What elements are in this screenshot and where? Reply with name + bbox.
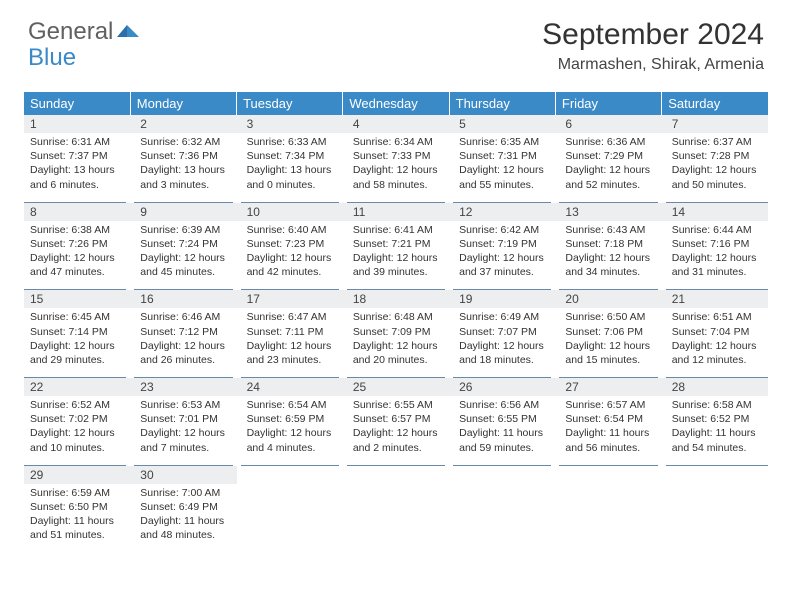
day-cell: Sunrise: 6:56 AMSunset: 6:55 PMDaylight:… xyxy=(449,396,555,465)
day-header: Thursday xyxy=(449,92,555,115)
day-cell: Sunrise: 6:34 AMSunset: 7:33 PMDaylight:… xyxy=(343,133,449,202)
day-number xyxy=(449,466,555,484)
day-number: 4 xyxy=(343,115,449,133)
day-number: 22 xyxy=(24,378,130,396)
day-number: 23 xyxy=(130,378,236,396)
day-number: 8 xyxy=(24,203,130,221)
day-number-row: 22232425262728 xyxy=(24,378,768,396)
day-cell: Sunrise: 6:58 AMSunset: 6:52 PMDaylight:… xyxy=(662,396,768,465)
day-content-row: Sunrise: 6:31 AMSunset: 7:37 PMDaylight:… xyxy=(24,133,768,202)
day-content-row: Sunrise: 6:45 AMSunset: 7:14 PMDaylight:… xyxy=(24,308,768,377)
day-number: 29 xyxy=(24,466,130,484)
day-cell: Sunrise: 6:36 AMSunset: 7:29 PMDaylight:… xyxy=(555,133,661,202)
day-number: 21 xyxy=(662,290,768,308)
day-number: 14 xyxy=(662,203,768,221)
day-cell: Sunrise: 6:47 AMSunset: 7:11 PMDaylight:… xyxy=(237,308,343,377)
day-cell: Sunrise: 6:57 AMSunset: 6:54 PMDaylight:… xyxy=(555,396,661,465)
day-number: 30 xyxy=(130,466,236,484)
day-number: 24 xyxy=(237,378,343,396)
day-cell: Sunrise: 6:59 AMSunset: 6:50 PMDaylight:… xyxy=(24,484,130,553)
day-cell: Sunrise: 7:00 AMSunset: 6:49 PMDaylight:… xyxy=(130,484,236,553)
day-number xyxy=(237,466,343,484)
day-number: 12 xyxy=(449,203,555,221)
day-cell: Sunrise: 6:32 AMSunset: 7:36 PMDaylight:… xyxy=(130,133,236,202)
day-cell: Sunrise: 6:33 AMSunset: 7:34 PMDaylight:… xyxy=(237,133,343,202)
day-number: 20 xyxy=(555,290,661,308)
day-number: 1 xyxy=(24,115,130,133)
day-number: 17 xyxy=(237,290,343,308)
header: General September 2024 Marmashen, Shirak… xyxy=(0,0,792,80)
day-number xyxy=(555,466,661,484)
day-cell: Sunrise: 6:31 AMSunset: 7:37 PMDaylight:… xyxy=(24,133,130,202)
day-number: 28 xyxy=(662,378,768,396)
day-cell: Sunrise: 6:35 AMSunset: 7:31 PMDaylight:… xyxy=(449,133,555,202)
day-content-row: Sunrise: 6:52 AMSunset: 7:02 PMDaylight:… xyxy=(24,396,768,465)
day-header: Sunday xyxy=(24,92,130,115)
day-cell: Sunrise: 6:46 AMSunset: 7:12 PMDaylight:… xyxy=(130,308,236,377)
day-header: Wednesday xyxy=(343,92,449,115)
day-cell xyxy=(555,484,661,553)
day-cell: Sunrise: 6:42 AMSunset: 7:19 PMDaylight:… xyxy=(449,221,555,290)
day-header: Monday xyxy=(130,92,236,115)
day-number: 26 xyxy=(449,378,555,396)
logo-text-general: General xyxy=(28,18,113,46)
day-header: Tuesday xyxy=(237,92,343,115)
day-number: 5 xyxy=(449,115,555,133)
day-number: 19 xyxy=(449,290,555,308)
logo: General xyxy=(28,18,141,46)
day-cell: Sunrise: 6:41 AMSunset: 7:21 PMDaylight:… xyxy=(343,221,449,290)
day-cell: Sunrise: 6:38 AMSunset: 7:26 PMDaylight:… xyxy=(24,221,130,290)
calendar-table: SundayMondayTuesdayWednesdayThursdayFrid… xyxy=(24,92,768,552)
day-number: 27 xyxy=(555,378,661,396)
day-number: 18 xyxy=(343,290,449,308)
day-number: 15 xyxy=(24,290,130,308)
day-number xyxy=(662,466,768,484)
day-number-row: 15161718192021 xyxy=(24,290,768,308)
day-number: 9 xyxy=(130,203,236,221)
day-cell: Sunrise: 6:49 AMSunset: 7:07 PMDaylight:… xyxy=(449,308,555,377)
day-number: 11 xyxy=(343,203,449,221)
day-number: 7 xyxy=(662,115,768,133)
day-header: Saturday xyxy=(662,92,768,115)
day-cell: Sunrise: 6:43 AMSunset: 7:18 PMDaylight:… xyxy=(555,221,661,290)
day-number: 10 xyxy=(237,203,343,221)
day-cell: Sunrise: 6:50 AMSunset: 7:06 PMDaylight:… xyxy=(555,308,661,377)
logo-icon xyxy=(113,18,141,46)
day-number-row: 2930 xyxy=(24,466,768,484)
day-cell: Sunrise: 6:37 AMSunset: 7:28 PMDaylight:… xyxy=(662,133,768,202)
title-block: September 2024 Marmashen, Shirak, Armeni… xyxy=(542,18,764,74)
day-number-row: 1234567 xyxy=(24,115,768,133)
day-header: Friday xyxy=(555,92,661,115)
day-cell xyxy=(237,484,343,553)
day-cell xyxy=(343,484,449,553)
day-content-row: Sunrise: 6:59 AMSunset: 6:50 PMDaylight:… xyxy=(24,484,768,553)
location: Marmashen, Shirak, Armenia xyxy=(542,56,764,74)
day-cell: Sunrise: 6:51 AMSunset: 7:04 PMDaylight:… xyxy=(662,308,768,377)
day-number: 16 xyxy=(130,290,236,308)
day-number: 25 xyxy=(343,378,449,396)
day-number: 6 xyxy=(555,115,661,133)
day-number-row: 891011121314 xyxy=(24,203,768,221)
day-number xyxy=(343,466,449,484)
day-cell: Sunrise: 6:54 AMSunset: 6:59 PMDaylight:… xyxy=(237,396,343,465)
day-cell: Sunrise: 6:44 AMSunset: 7:16 PMDaylight:… xyxy=(662,221,768,290)
day-number: 13 xyxy=(555,203,661,221)
day-cell: Sunrise: 6:55 AMSunset: 6:57 PMDaylight:… xyxy=(343,396,449,465)
month-title: September 2024 xyxy=(542,18,764,52)
day-number: 2 xyxy=(130,115,236,133)
day-cell: Sunrise: 6:45 AMSunset: 7:14 PMDaylight:… xyxy=(24,308,130,377)
day-cell: Sunrise: 6:52 AMSunset: 7:02 PMDaylight:… xyxy=(24,396,130,465)
day-cell xyxy=(449,484,555,553)
day-cell: Sunrise: 6:40 AMSunset: 7:23 PMDaylight:… xyxy=(237,221,343,290)
day-number: 3 xyxy=(237,115,343,133)
day-cell: Sunrise: 6:53 AMSunset: 7:01 PMDaylight:… xyxy=(130,396,236,465)
day-header-row: SundayMondayTuesdayWednesdayThursdayFrid… xyxy=(24,92,768,115)
day-cell: Sunrise: 6:48 AMSunset: 7:09 PMDaylight:… xyxy=(343,308,449,377)
logo-text-blue: Blue xyxy=(28,44,76,72)
day-content-row: Sunrise: 6:38 AMSunset: 7:26 PMDaylight:… xyxy=(24,221,768,290)
day-cell xyxy=(662,484,768,553)
day-cell: Sunrise: 6:39 AMSunset: 7:24 PMDaylight:… xyxy=(130,221,236,290)
